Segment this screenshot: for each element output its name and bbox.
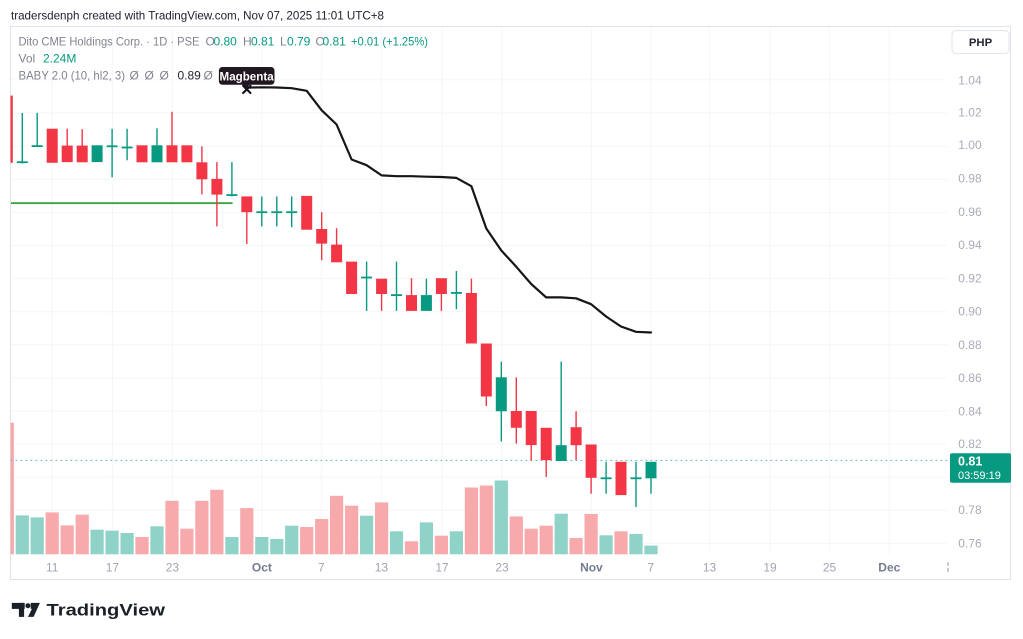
svg-text:7: 7 <box>318 560 325 574</box>
svg-text:Nov: Nov <box>580 560 603 574</box>
svg-text:O: O <box>206 34 215 48</box>
svg-text:11: 11 <box>46 560 59 574</box>
svg-text:19: 19 <box>763 560 777 574</box>
svg-text:1.00: 1.00 <box>958 138 982 152</box>
svg-text:Ø: Ø <box>130 68 139 82</box>
svg-text:L: L <box>280 34 287 48</box>
svg-text:1.04: 1.04 <box>958 73 982 87</box>
svg-text:0.96: 0.96 <box>958 205 982 219</box>
svg-text:0.90: 0.90 <box>958 305 982 319</box>
svg-text:Dec: Dec <box>878 560 900 574</box>
svg-text:2.24M: 2.24M <box>43 51 76 65</box>
svg-text:13: 13 <box>703 560 717 574</box>
svg-text:0.80: 0.80 <box>214 34 238 48</box>
svg-text:+0.01 (+1.25%): +0.01 (+1.25%) <box>351 34 428 48</box>
svg-text:0.92: 0.92 <box>958 271 982 285</box>
svg-text:Ø: Ø <box>160 68 169 82</box>
svg-text:23: 23 <box>495 560 509 574</box>
svg-text:0.81: 0.81 <box>958 455 982 469</box>
svg-text:0.78: 0.78 <box>958 503 982 517</box>
svg-text:Magbenta: Magbenta <box>220 71 275 84</box>
svg-text:Oct: Oct <box>252 560 272 574</box>
svg-text:H: H <box>243 34 252 48</box>
svg-text:17: 17 <box>106 560 120 574</box>
svg-text:23: 23 <box>166 560 180 574</box>
svg-text:BABY 2.0 (10, hl2, 3): BABY 2.0 (10, hl2, 3) <box>19 68 126 82</box>
svg-text:PHP: PHP <box>969 37 993 49</box>
svg-text:0.76: 0.76 <box>958 537 982 551</box>
svg-text:7: 7 <box>648 560 655 574</box>
svg-text:13: 13 <box>375 560 389 574</box>
svg-text:Vol: Vol <box>19 51 36 65</box>
svg-text:25: 25 <box>823 560 837 574</box>
svg-text:1.02: 1.02 <box>958 106 982 120</box>
svg-text:Ø: Ø <box>145 68 154 82</box>
svg-text:TradingView: TradingView <box>47 602 166 620</box>
svg-text:0.79: 0.79 <box>287 34 311 48</box>
svg-text:0.88: 0.88 <box>958 338 982 352</box>
svg-text:0.84: 0.84 <box>958 405 982 419</box>
svg-text:0.81: 0.81 <box>251 34 275 48</box>
svg-text:03:59:19: 03:59:19 <box>958 470 1001 482</box>
svg-text:0.82: 0.82 <box>958 437 982 451</box>
svg-text:tradersdenph created with Trad: tradersdenph created with TradingView.co… <box>11 9 384 23</box>
svg-text:0.89: 0.89 <box>178 68 202 82</box>
svg-text:C: C <box>316 34 325 48</box>
svg-text:0.86: 0.86 <box>958 371 982 385</box>
svg-text:17: 17 <box>435 560 449 574</box>
svg-text:0.94: 0.94 <box>958 238 982 252</box>
svg-text:0.98: 0.98 <box>958 171 982 185</box>
svg-text:Dito CME Holdings Corp. · 1D ·: Dito CME Holdings Corp. · 1D · PSE <box>19 34 200 48</box>
svg-text:0.81: 0.81 <box>323 34 347 48</box>
svg-text:Ø: Ø <box>204 68 213 82</box>
